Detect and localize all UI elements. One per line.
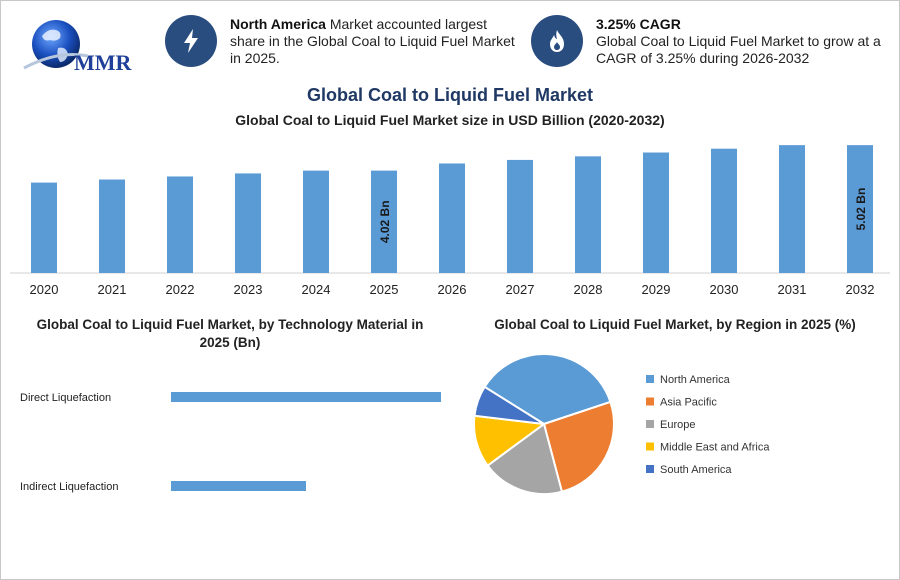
bar-2026 (439, 163, 465, 273)
bar-data-label: 4.02 Bn (378, 200, 392, 243)
main-title: Global Coal to Liquid Fuel Market (306, 85, 593, 105)
bar-data-label: 5.02 Bn (854, 188, 868, 231)
lightning-bolt-icon (184, 29, 198, 53)
legend-swatch (646, 465, 654, 473)
x-tick-label: 2028 (574, 282, 603, 297)
bar-2030 (711, 148, 737, 273)
flame-icon (550, 30, 564, 52)
bar-chart-title: Global Coal to Liquid Fuel Market size i… (235, 112, 665, 128)
fact1-body: Market accounted largest share in the Gl… (230, 16, 515, 66)
x-tick-label: 2020 (30, 282, 59, 297)
legend-label: Europe (660, 419, 695, 431)
legend-swatch (646, 375, 654, 383)
tech-bar-1 (171, 481, 306, 491)
pie-slice (486, 422, 564, 495)
mmr-logo: MMR (23, 20, 133, 75)
bar-2029 (643, 152, 669, 273)
technology-bar-chart: Direct Liquefaction Indirect Liquefaction (20, 392, 441, 493)
bar-2021 (99, 179, 125, 273)
fact2-bold: 3.25% CAGR (596, 16, 681, 32)
legend-label: Asia Pacific (660, 397, 717, 409)
logo-text: MMR (74, 50, 133, 75)
fact2-body: Global Coal to Liquid Fuel Market to gro… (596, 33, 881, 66)
legend-label: South America (660, 464, 732, 476)
market-size-bar-chart: 2020 2021 2022 2023 2024 2025 4.02 Bn 2026 2027 2… (10, 145, 890, 297)
bar-2020 (31, 182, 57, 273)
fact1-text: North America Market accounted largest s… (230, 16, 520, 67)
tech-bar-0 (171, 392, 441, 402)
x-tick-label: 2027 (506, 282, 535, 297)
x-tick-label: 2023 (234, 282, 263, 297)
fact1-icon-circle (165, 15, 217, 67)
region-chart-title: Global Coal to Liquid Fuel Market, by Re… (494, 317, 856, 332)
bar-2032 (847, 145, 873, 273)
legend-label: Middle East and Africa (660, 442, 770, 454)
x-tick-label: 2024 (302, 282, 331, 297)
x-tick-label: 2026 (438, 282, 467, 297)
x-tick-label: 2032 (846, 282, 875, 297)
fact2-text: 3.25% CAGR Global Coal to Liquid Fuel Ma… (596, 16, 891, 67)
fact2-icon-circle (531, 15, 583, 67)
pie-slice (473, 385, 545, 425)
bar-2025 (371, 170, 397, 273)
bar-2022 (167, 176, 193, 273)
bar-2031 (779, 145, 805, 273)
bar-2027 (507, 159, 533, 273)
legend-swatch (646, 420, 654, 428)
legend-swatch (646, 442, 654, 451)
x-tick-label: 2031 (778, 282, 807, 297)
category-label: Direct Liquefaction (20, 392, 111, 404)
pie-slice (542, 400, 615, 493)
category-label: Indirect Liquefaction (20, 481, 118, 493)
region-pie-chart: North America Asia Pacific Europe Middle Ea… (473, 353, 770, 495)
x-tick-label: 2022 (166, 282, 195, 297)
x-tick-label: 2025 (370, 282, 399, 297)
x-tick-label: 2029 (642, 282, 671, 297)
bar-2023 (235, 173, 261, 273)
legend-swatch (646, 397, 654, 406)
bar-2028 (575, 156, 601, 273)
technology-chart-title: Global Coal to Liquid Fuel Market, by Te… (36, 317, 424, 350)
fact1-bold: North America (230, 16, 326, 32)
legend-label: North America (660, 374, 731, 386)
bar-2024 (303, 170, 329, 273)
x-tick-label: 2030 (710, 282, 739, 297)
x-tick-label: 2021 (98, 282, 127, 297)
